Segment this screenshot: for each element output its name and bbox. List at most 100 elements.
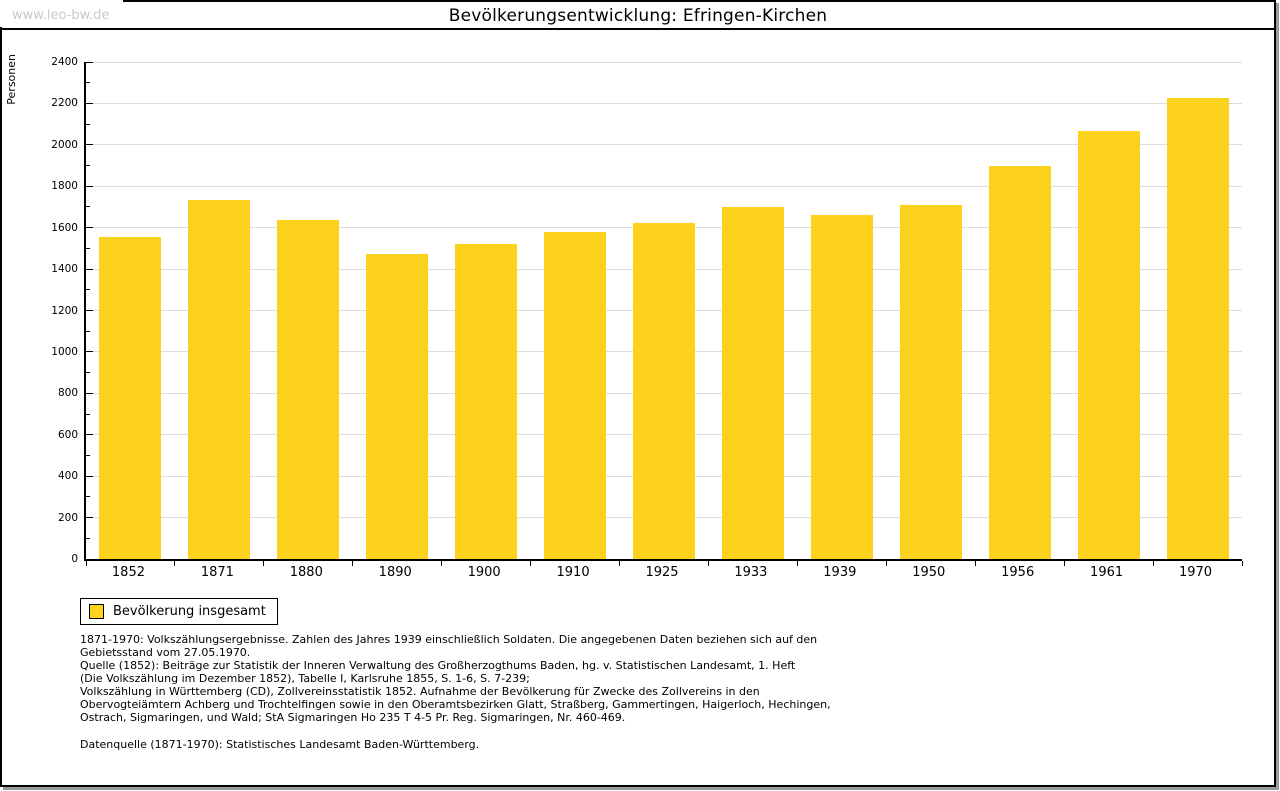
x-axis-tick [352, 561, 354, 566]
bar [899, 205, 962, 559]
x-axis-label: 1852 [111, 565, 145, 580]
datasource-line: Datenquelle (1871-1970): Statistisches L… [80, 738, 480, 751]
legend-box: Bevölkerung insgesamt [80, 598, 278, 625]
y-axis-label: 400 [57, 470, 78, 483]
y-axis-tick [86, 496, 90, 498]
bar [366, 254, 429, 559]
bar [99, 237, 162, 559]
x-axis-tick [263, 561, 265, 566]
bar [721, 206, 784, 559]
y-axis-tick [86, 144, 93, 146]
legend-color-swatch [89, 604, 104, 619]
y-axis-tick [86, 351, 93, 353]
y-axis-label: 1600 [51, 221, 78, 234]
y-axis-tick [86, 123, 90, 125]
bar [988, 165, 1051, 559]
bar [455, 244, 518, 559]
y-axis-label: 600 [57, 428, 78, 441]
source-note-line: 1871-1970: Volkszählungsergebnisse. Zahl… [80, 633, 818, 646]
y-axis-tick [86, 537, 90, 539]
bar [810, 215, 873, 559]
y-axis-label: 2000 [51, 138, 78, 151]
y-axis-tick [86, 413, 90, 415]
source-note-line: Gebietsstand vom 27.05.1970. [80, 646, 251, 659]
y-axis-label: 1800 [51, 180, 78, 193]
x-axis-tick [174, 561, 176, 566]
y-axis-label: 0 [71, 553, 78, 565]
y-axis-tick [86, 330, 90, 332]
chart-header: Bevölkerungsentwicklung: Efringen-Kirche… [2, 2, 1274, 30]
source-note-line: Quelle (1852): Beiträge zur Statistik de… [80, 659, 796, 672]
x-axis-label: 1900 [467, 565, 501, 580]
source-note-line: Obervogteiämtern Achberg und Trochtelfin… [80, 698, 831, 711]
y-axis-tick [86, 434, 93, 436]
source-note-line: Ostrach, Sigmaringen, und Wald; StA Sigm… [80, 711, 626, 724]
y-axis-label: 200 [57, 511, 78, 524]
source-note-lines: 1871-1970: Volkszählungsergebnisse. Zahl… [80, 633, 831, 724]
plot-area [84, 61, 1243, 566]
source-note-line: (Die Volkszählung im Dezember 1852), Tab… [80, 672, 530, 685]
x-axis-tick [1063, 561, 1065, 566]
bar [188, 199, 251, 559]
gridline [86, 144, 1242, 146]
y-axis-tick [86, 289, 90, 291]
x-axis-label: 1871 [200, 565, 234, 580]
x-axis-tick [1152, 561, 1154, 566]
x-axis-tick [85, 561, 87, 566]
y-axis-tick [86, 206, 90, 208]
x-axis-label: 1925 [645, 565, 679, 580]
y-axis-label: 1000 [51, 345, 78, 358]
y-axis-label: 2200 [51, 97, 78, 110]
gridline [86, 185, 1242, 187]
x-axis-label: 1939 [823, 565, 857, 580]
y-axis-tick [86, 392, 93, 394]
gridline [86, 61, 1242, 63]
y-axis-tick [86, 372, 90, 374]
y-axis-tick [86, 517, 93, 519]
bar [277, 219, 340, 559]
x-axis-label: 1933 [734, 565, 768, 580]
x-axis-tick [441, 561, 443, 566]
y-axis-tick [86, 268, 93, 270]
x-axis-label: 1970 [1178, 565, 1213, 580]
y-axis-tick [86, 102, 93, 104]
source-note-line: Volkszählung in Württemberg (CD), Zollve… [80, 685, 760, 698]
bar [633, 222, 695, 559]
x-axis-tick [619, 561, 621, 566]
y-axis-tick [86, 82, 90, 84]
y-axis-tick [86, 227, 93, 229]
x-axis-tick [974, 561, 976, 566]
x-axis-label: 1956 [1001, 565, 1035, 580]
x-axis-label: 1880 [289, 565, 323, 580]
y-axis-title: Personen [5, 54, 18, 105]
bar [544, 232, 607, 559]
x-axis-tick [707, 561, 709, 566]
chart-title: Bevölkerungsentwicklung: Efringen-Kirche… [448, 6, 828, 26]
source-notes: 1871-1970: Volkszählungsergebnisse. Zahl… [80, 633, 831, 751]
x-axis-tick [796, 561, 798, 566]
y-axis-tick [86, 475, 93, 477]
y-axis-label: 1400 [51, 263, 78, 276]
legend-label: Bevölkerung insgesamt [113, 604, 266, 619]
gridline [86, 102, 1242, 104]
bar [1166, 97, 1229, 559]
y-axis-tick [86, 247, 90, 249]
x-axis-label: 1890 [378, 565, 412, 580]
x-axis-tick [885, 561, 887, 566]
x-axis-label: 1950 [912, 565, 946, 580]
x-axis-tick [1241, 561, 1243, 566]
y-axis-label: 800 [57, 387, 78, 400]
x-axis-label: 1910 [556, 565, 590, 580]
y-axis-tick [86, 165, 90, 167]
x-axis-tick [530, 561, 532, 566]
watermark: www.leo-bw.de [0, 0, 124, 27]
x-axis-label: 1961 [1090, 565, 1124, 580]
y-axis-tick [86, 310, 93, 311]
y-axis-label: 2400 [51, 56, 78, 68]
bar [1077, 130, 1140, 559]
y-axis-label: 1200 [51, 304, 78, 317]
y-axis-tick [86, 61, 93, 63]
y-axis-tick [86, 185, 93, 187]
y-axis-tick [86, 454, 90, 456]
